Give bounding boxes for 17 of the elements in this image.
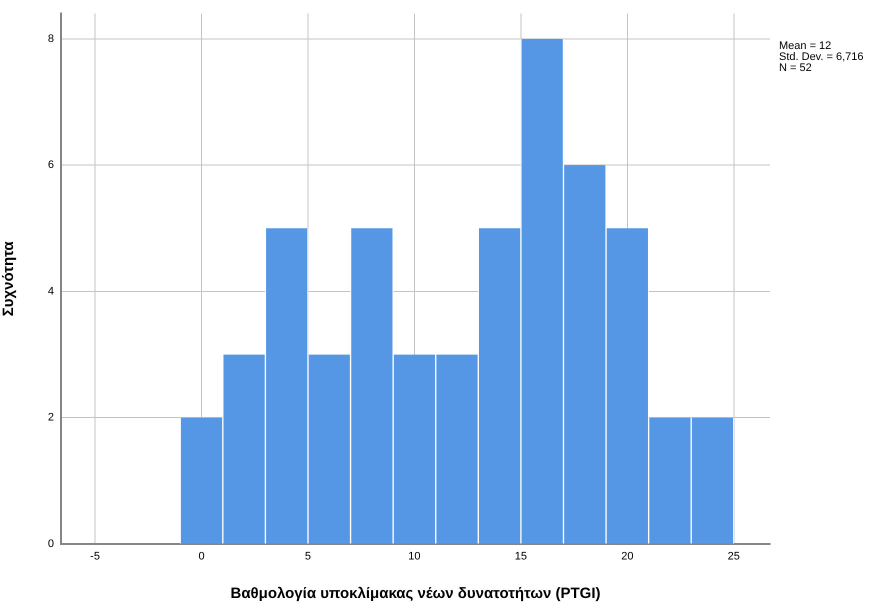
x-tick-label: 10 bbox=[408, 550, 421, 563]
text: Std. Dev. = 6,716 bbox=[779, 51, 864, 64]
x-tick-label: 25 bbox=[728, 550, 740, 563]
y-tick-label: 4 bbox=[48, 285, 54, 298]
x-tick-label: 5 bbox=[304, 550, 312, 563]
y-axis-title: Συχνότητα bbox=[0, 240, 18, 316]
y-tick-label: 8 bbox=[48, 32, 54, 45]
y-tick-label: 6 bbox=[48, 159, 54, 172]
y-tick-label: 0 bbox=[48, 538, 54, 550]
x-tick-label: -5 bbox=[90, 550, 100, 563]
x-axis-title: Βαθμολογία υποκλίμακας νέων δυνατοτήτων (PTGI) bbox=[230, 585, 601, 602]
text: Mean = 12 bbox=[779, 40, 832, 52]
text: N = 52 bbox=[779, 62, 812, 74]
x-tick-label: 20 bbox=[621, 550, 634, 563]
x-tick-label: 0 bbox=[198, 550, 205, 563]
x-tick-label: 15 bbox=[514, 550, 528, 563]
y-tick-label: 2 bbox=[48, 412, 54, 424]
